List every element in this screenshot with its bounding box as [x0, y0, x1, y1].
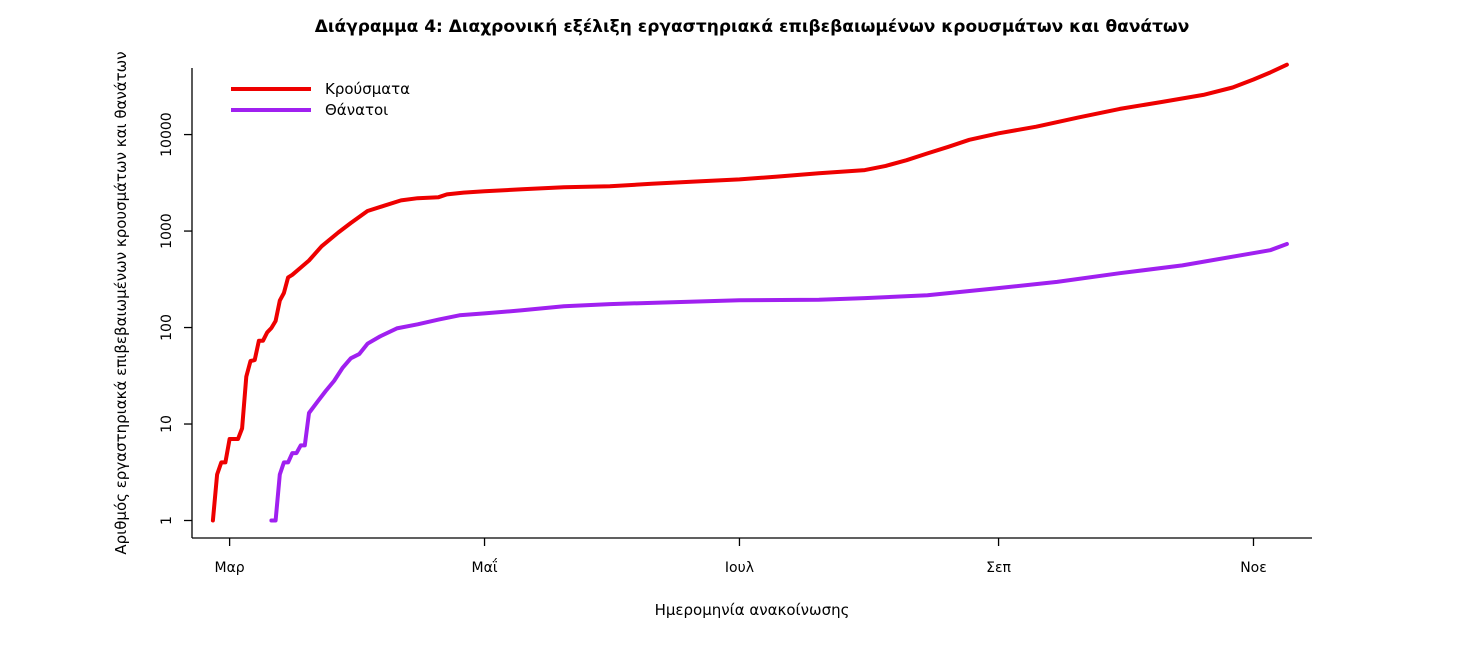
y-tick-label: 1000	[159, 213, 175, 249]
y-axis-label: Αριθμός εργαστηριακά επιβεβαιωμένων κρου…	[112, 51, 130, 554]
legend-label-cases: Κρούσματα	[325, 80, 410, 98]
x-tick-label: Νοε	[1240, 560, 1267, 576]
x-ticks: Μαρ Μαΐ Ιουλ Σεπ Νοε	[215, 538, 1267, 576]
y-tick-label: 10	[159, 415, 175, 433]
series-line-cases	[210, 62, 1289, 523]
legend: Κρούσματα Θάνατοι	[231, 80, 410, 119]
y-tick-label: 1	[159, 516, 175, 525]
series-line-deaths	[269, 242, 1289, 523]
x-tick-label: Ιουλ	[725, 560, 754, 576]
x-tick-label: Σεπ	[986, 560, 1011, 576]
x-tick-label: Μαρ	[215, 560, 245, 576]
x-axis-label: Ημερομηνία ανακοίνωσης	[655, 601, 850, 619]
y-ticks: 1 10 100 1000 10000	[159, 112, 192, 525]
legend-label-deaths: Θάνατοι	[325, 101, 388, 119]
y-tick-label: 10000	[159, 112, 175, 157]
x-tick-label: Μαΐ	[472, 558, 498, 576]
series-layer	[210, 62, 1289, 523]
y-tick-label: 100	[159, 314, 175, 341]
chart-title: Διάγραμμα 4: Διαχρονική εξέλιξη εργαστηρ…	[315, 17, 1190, 37]
